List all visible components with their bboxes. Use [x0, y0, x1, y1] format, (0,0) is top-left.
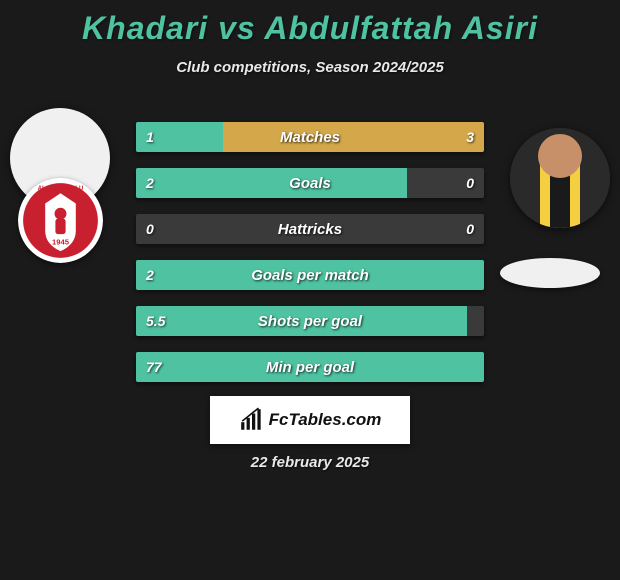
brand-name: FcTables.com: [269, 410, 382, 430]
stat-row-goals-per-match: 2 Goals per match: [136, 260, 484, 290]
stat-right-value: 3: [456, 122, 484, 152]
brand-chart-icon: [239, 407, 265, 433]
stat-right-value: [464, 352, 484, 382]
player-right-avatar: [510, 128, 610, 228]
club-right-logo: [500, 258, 600, 288]
stat-row-goals: 2 Goals 0: [136, 168, 484, 198]
stat-row-min-per-goal: 77 Min per goal: [136, 352, 484, 382]
stat-label: Hattricks: [136, 214, 484, 244]
stat-label: Goals per match: [136, 260, 484, 290]
page-subtitle: Club competitions, Season 2024/2025: [0, 59, 620, 76]
stat-row-hattricks: 0 Hattricks 0: [136, 214, 484, 244]
brand-badge[interactable]: FcTables.com: [210, 396, 410, 444]
stat-label: Matches: [136, 122, 484, 152]
stat-right-value: 0: [456, 168, 484, 198]
stats-bars: 1 Matches 3 2 Goals 0 0 Hattricks 0 2 Go…: [136, 122, 484, 398]
page-title: Khadari vs Abdulfattah Asiri: [0, 0, 620, 47]
stat-row-shots-per-goal: 5.5 Shots per goal: [136, 306, 484, 336]
stat-right-value: 0: [456, 214, 484, 244]
club-left-logo: 1945 AL WEHDA CLU: [18, 178, 103, 263]
stat-label: Shots per goal: [136, 306, 484, 336]
stat-right-value: [464, 306, 484, 336]
stat-label: Min per goal: [136, 352, 484, 382]
svg-text:1945: 1945: [52, 237, 70, 246]
stat-label: Goals: [136, 168, 484, 198]
stat-row-matches: 1 Matches 3: [136, 122, 484, 152]
stat-right-value: [464, 260, 484, 290]
date-text: 22 february 2025: [0, 454, 620, 471]
svg-text:AL WEHDA CLU: AL WEHDA CLU: [38, 186, 84, 192]
